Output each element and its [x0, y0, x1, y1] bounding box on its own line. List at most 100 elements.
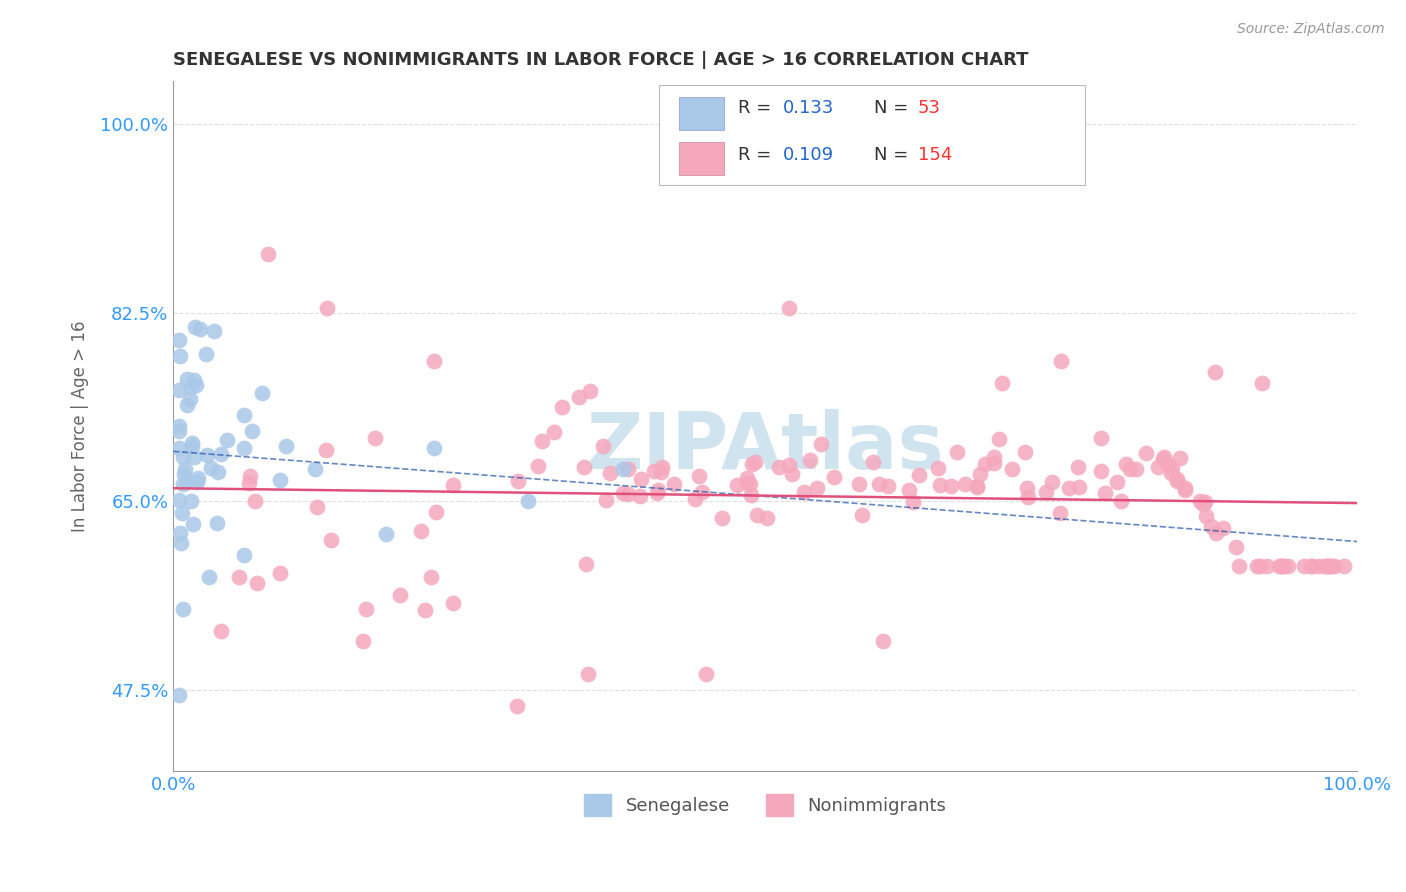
Point — [441, 478, 464, 492]
Bar — [679, 142, 724, 175]
Point — [974, 457, 997, 471]
Point — [851, 508, 873, 523]
Point — [315, 442, 337, 457]
Text: 0.133: 0.133 — [783, 99, 834, 117]
Text: R =: R = — [738, 146, 778, 164]
Point — [1153, 450, 1175, 464]
Point — [576, 666, 599, 681]
Point — [683, 492, 706, 507]
Text: 0.109: 0.109 — [783, 146, 834, 164]
Point — [1094, 485, 1116, 500]
Point — [780, 467, 803, 481]
Bar — [679, 97, 724, 130]
Point — [647, 483, 669, 498]
Point — [778, 301, 800, 315]
Point — [246, 576, 269, 591]
Point — [862, 455, 884, 469]
Point — [630, 472, 652, 486]
Point — [354, 602, 377, 616]
Point — [628, 489, 651, 503]
Point — [304, 462, 326, 476]
Point — [215, 433, 238, 447]
Point — [172, 450, 194, 464]
Point — [242, 424, 264, 438]
Point — [1040, 475, 1063, 490]
Point — [1333, 559, 1355, 574]
Point — [939, 479, 962, 493]
Legend: Senegalese, Nonimmigrants: Senegalese, Nonimmigrants — [576, 788, 953, 823]
Point — [1308, 559, 1330, 574]
Point — [413, 603, 436, 617]
Point — [740, 477, 762, 491]
Point — [257, 246, 280, 260]
Point — [207, 465, 229, 479]
Point — [183, 373, 205, 387]
Point — [1001, 461, 1024, 475]
Point — [1067, 460, 1090, 475]
Point — [202, 324, 225, 338]
Point — [422, 354, 444, 368]
Point — [1174, 481, 1197, 495]
Point — [1166, 472, 1188, 486]
Point — [1204, 365, 1226, 379]
Point — [1035, 484, 1057, 499]
Point — [205, 516, 228, 530]
Point — [174, 462, 197, 476]
Point — [238, 475, 260, 490]
Point — [969, 467, 991, 482]
Point — [167, 492, 190, 507]
Point — [688, 469, 710, 483]
Text: R =: R = — [738, 99, 778, 117]
Point — [239, 468, 262, 483]
FancyBboxPatch shape — [658, 85, 1084, 185]
Point — [612, 485, 634, 500]
Point — [695, 666, 717, 681]
Point — [778, 458, 800, 473]
Text: 53: 53 — [918, 99, 941, 117]
Point — [664, 477, 686, 491]
Point — [1317, 559, 1340, 574]
Point — [983, 456, 1005, 470]
Point — [595, 492, 617, 507]
Point — [425, 505, 447, 519]
Text: ZIPAtlas: ZIPAtlas — [586, 409, 943, 484]
Point — [1277, 559, 1299, 574]
Point — [186, 475, 208, 489]
Point — [1249, 559, 1271, 574]
Point — [1157, 457, 1180, 471]
Point — [1323, 559, 1346, 574]
Point — [364, 431, 387, 445]
Point — [517, 494, 540, 508]
Point — [176, 475, 198, 489]
Point — [1118, 462, 1140, 476]
Text: Source: ZipAtlas.com: Source: ZipAtlas.com — [1237, 22, 1385, 37]
Point — [908, 468, 931, 483]
Point — [1189, 493, 1212, 508]
Point — [228, 570, 250, 584]
Point — [319, 533, 342, 547]
Point — [612, 462, 634, 476]
Point — [929, 478, 952, 492]
Point — [233, 441, 256, 455]
Point — [1270, 559, 1292, 574]
Point — [180, 494, 202, 508]
Point — [167, 425, 190, 439]
Point — [181, 439, 204, 453]
Point — [1166, 474, 1188, 488]
Point — [572, 459, 595, 474]
Point — [1147, 460, 1170, 475]
Point — [505, 699, 527, 714]
Point — [568, 391, 591, 405]
Point — [250, 386, 273, 401]
Point — [650, 465, 672, 479]
Point — [1168, 450, 1191, 465]
Point — [420, 570, 443, 584]
Point — [1194, 495, 1216, 509]
Point — [176, 398, 198, 412]
Point — [194, 347, 217, 361]
Point — [172, 477, 194, 491]
Point — [1125, 462, 1147, 476]
Point — [169, 349, 191, 363]
Point — [167, 334, 190, 348]
Point — [574, 557, 596, 571]
